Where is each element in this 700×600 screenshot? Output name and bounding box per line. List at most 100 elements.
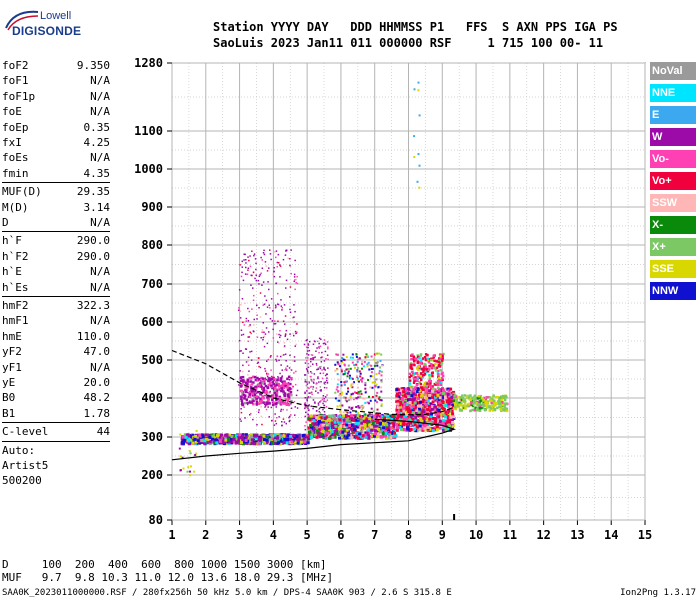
echo-point (490, 397, 493, 401)
x-tick-label: 5 (304, 528, 311, 542)
echo-point (413, 419, 417, 423)
echo-point (274, 304, 277, 306)
echo-point (238, 307, 240, 309)
echo-point (345, 428, 349, 432)
echo-point (433, 382, 437, 386)
echo-point (237, 438, 240, 442)
echo-point (424, 363, 427, 367)
echo-point (259, 316, 262, 318)
echo-point (421, 357, 425, 360)
echo-point (278, 377, 280, 379)
echo-point (343, 370, 346, 373)
echo-point (208, 434, 212, 437)
echo-point (321, 351, 323, 354)
echo-point (503, 403, 506, 406)
echo-point (252, 375, 255, 379)
echo-point (438, 376, 441, 380)
echo-point (247, 336, 249, 338)
echo-point (376, 352, 379, 355)
echo-point (403, 402, 407, 406)
echo-point (440, 406, 444, 410)
echo-point (249, 435, 253, 439)
echo-point (347, 387, 349, 390)
echo-point (311, 357, 314, 359)
echo-point (385, 423, 389, 427)
echo-point (428, 373, 431, 377)
echo-point (321, 398, 324, 401)
echo-point (267, 383, 270, 387)
echo-point (312, 421, 316, 425)
echo-point (248, 390, 252, 394)
echo-point (318, 420, 321, 423)
echo-point (458, 408, 462, 411)
echo-point (307, 354, 310, 356)
echo-point (430, 387, 434, 390)
echo-point (271, 441, 275, 445)
echo-point (413, 423, 417, 427)
echo-point (368, 402, 370, 405)
legend-item-sse: SSE (650, 260, 696, 278)
echo-point (406, 427, 410, 431)
echo-point (356, 374, 358, 377)
echo-point (409, 411, 413, 415)
echo-point (274, 320, 276, 322)
legend-item-vo: Vo+ (650, 172, 696, 190)
echo-point (284, 334, 287, 336)
echo-point (258, 396, 260, 399)
echo-point (292, 316, 294, 319)
echo-point (442, 413, 446, 417)
echo-point (361, 434, 365, 438)
echo-point (304, 392, 306, 395)
echo-point (429, 382, 432, 385)
echo-point (277, 320, 279, 322)
echo-point (340, 393, 343, 396)
echo-point (314, 402, 316, 404)
echo-point (306, 406, 308, 408)
echo-point (426, 357, 430, 360)
echo-point (275, 282, 278, 284)
param-value: N/A (90, 360, 110, 374)
echo-point (306, 397, 309, 399)
echo-point (326, 426, 330, 430)
echo-point (418, 114, 421, 117)
echo-point (270, 437, 274, 441)
echo-point (266, 360, 268, 362)
echo-point (376, 364, 379, 367)
echo-point (304, 362, 307, 364)
echo-point (319, 423, 323, 427)
echo-point (336, 420, 340, 424)
echo-point (273, 391, 277, 395)
echo-point (415, 367, 419, 370)
echo-point (318, 351, 320, 354)
echo-point (320, 381, 322, 383)
echo-point (314, 422, 318, 425)
echo-point (323, 360, 326, 362)
echo-point (262, 322, 264, 324)
echo-point (289, 258, 291, 260)
echo-point (271, 386, 274, 390)
echo-point (481, 406, 485, 410)
echo-point (366, 363, 369, 366)
echo-point (357, 391, 360, 393)
echo-point (437, 397, 441, 401)
param-label: h`F (2, 234, 22, 248)
echo-point (397, 414, 401, 418)
echo-point (496, 406, 499, 410)
echo-point (315, 418, 318, 422)
echo-point (209, 440, 213, 444)
echo-point (426, 370, 430, 373)
echo-point (309, 423, 313, 427)
echo-point (361, 415, 364, 418)
echo-point (422, 370, 425, 373)
echo-point (439, 354, 442, 357)
echo-point (304, 406, 307, 408)
echo-point (294, 259, 296, 262)
echo-point (242, 352, 244, 354)
echo-point (463, 400, 466, 403)
echo-point (187, 466, 190, 469)
echo-point (434, 369, 438, 372)
echo-point (379, 366, 381, 369)
echo-point (338, 399, 341, 402)
echo-point (336, 399, 339, 402)
echo-point (265, 401, 269, 404)
